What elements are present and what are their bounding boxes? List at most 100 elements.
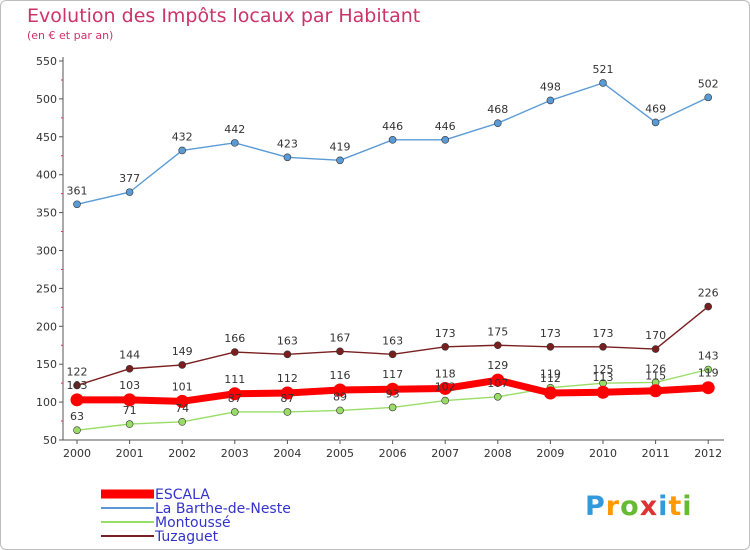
x-tick-label: 2006 [379,447,407,460]
data-label: 103 [67,379,88,392]
data-label: 521 [593,63,614,76]
data-label: 102 [435,381,456,394]
data-label: 87 [280,392,294,405]
data-point [125,188,134,196]
data-label: 377 [119,172,140,185]
data-point [280,386,294,400]
data-point [231,408,239,416]
data-point [701,381,715,395]
logo-letter: x [639,491,659,522]
logo-letter: t [668,491,683,522]
data-label: 469 [645,102,666,115]
data-label: 118 [435,367,456,380]
data-point [336,156,344,165]
x-tick-label: 2011 [642,447,670,460]
data-label: 442 [224,123,245,136]
data-label: 446 [382,120,403,133]
data-point [704,365,713,374]
series-escala [70,373,715,408]
data-label: 166 [224,332,245,345]
logo-letter: P [585,491,606,522]
data-label: 119 [698,367,719,380]
data-label: 63 [70,410,84,423]
data-label: 175 [487,325,508,338]
proxiti-logo: Proxiti [585,491,693,522]
data-point [178,146,186,155]
logo-letter: r [605,491,621,522]
data-label: 446 [435,120,456,133]
data-label: 126 [645,362,666,375]
y-tick-label: 300 [36,245,57,258]
x-tick-label: 2012 [694,447,722,460]
data-label: 170 [645,329,666,342]
data-label: 149 [172,345,193,358]
data-point [649,384,663,398]
data-label: 468 [487,103,508,116]
data-label: 423 [277,137,298,150]
data-label: 89 [333,390,347,403]
data-point [231,139,239,147]
data-point [493,392,502,401]
series-la-barthe-de-neste [73,79,713,209]
data-point [73,381,81,390]
data-label: 432 [172,130,193,143]
data-label: 74 [175,402,189,415]
data-point [333,383,347,397]
legend-label: Tuzaguet [154,529,219,545]
data-point [231,348,239,356]
data-point [438,381,452,395]
data-label: 112 [540,372,561,385]
y-tick-label: 350 [36,207,57,220]
data-label: 101 [172,380,193,393]
data-label: 173 [435,327,456,340]
data-point [596,385,610,399]
y-tick-label: 50 [43,434,57,447]
legend-label: La Barthe-de-Neste [155,501,291,517]
axes: 50 100 150 200 250 300 350 400 450 500 550 2000 2001… [36,55,724,460]
data-point [441,396,450,405]
x-tick-label: 2002 [168,447,196,460]
x-tick-label: 2000 [63,447,91,460]
data-point [283,408,292,416]
logo-letter: o [620,491,640,522]
data-label: 498 [540,80,561,93]
data-point [283,350,292,359]
y-tick-label: 550 [36,55,57,68]
legend-item-la-barthe-de-neste: La Barthe-de-Neste [101,501,291,517]
data-point [543,386,557,400]
x-tick-label: 2007 [431,447,459,460]
data-label: 125 [593,363,614,376]
data-point [228,387,242,401]
x-tick-label: 2008 [484,447,512,460]
x-tick-label: 2001 [116,447,144,460]
x-tick-label: 2009 [536,447,564,460]
logo-letter: i [658,491,669,522]
data-point [651,345,660,353]
legend-item-escala: ESCALA [101,487,210,503]
data-point [651,118,660,127]
legend-label: Montoussé [155,515,231,531]
x-tick-label: 2003 [221,447,249,460]
data-point [599,79,607,87]
data-label: 502 [698,77,719,90]
data-point [178,418,186,426]
data-point [388,403,397,412]
legend-item-tuzaguet: Tuzaguet [101,529,219,545]
y-tick-label: 400 [36,169,57,182]
data-label: 111 [224,373,245,386]
data-point [493,341,502,350]
data-label: 163 [277,334,298,347]
data-label: 71 [123,404,137,417]
x-tick-label: 2004 [273,447,301,460]
data-label: 93 [386,387,400,400]
data-label: 119 [540,368,561,381]
data-label: 173 [593,327,614,340]
x-tick-label: 2005 [326,447,354,460]
data-labels-layer: 361 377 432 442 423 419 446 446 468 498 521 469 502 6… [67,63,719,423]
data-point [388,350,397,359]
data-label: 419 [330,140,351,153]
chart-title: Evolution des Impôts locaux par Habitant [27,5,421,27]
data-point [73,426,81,434]
data-label: 113 [593,371,614,384]
